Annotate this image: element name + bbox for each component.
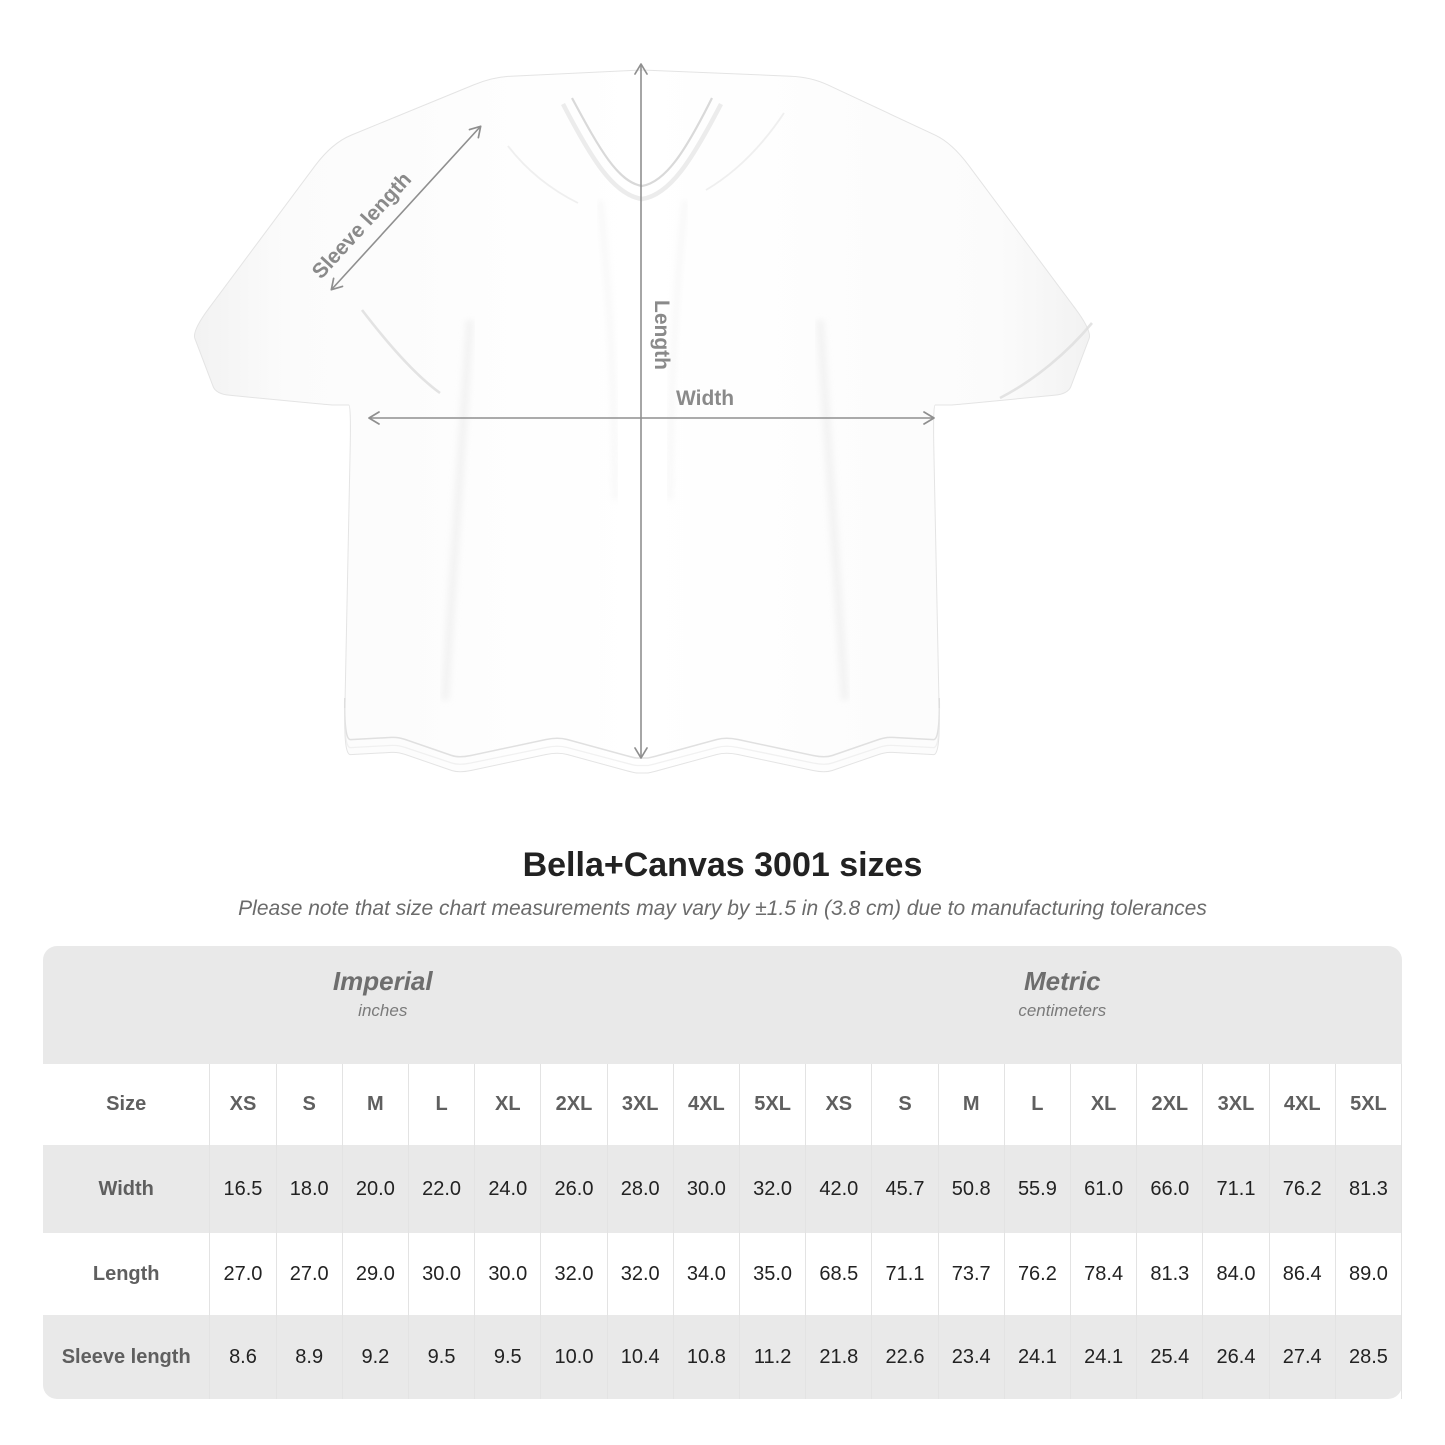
svg-text:Length: Length [650,300,673,370]
svg-text:Width: Width [676,387,734,410]
